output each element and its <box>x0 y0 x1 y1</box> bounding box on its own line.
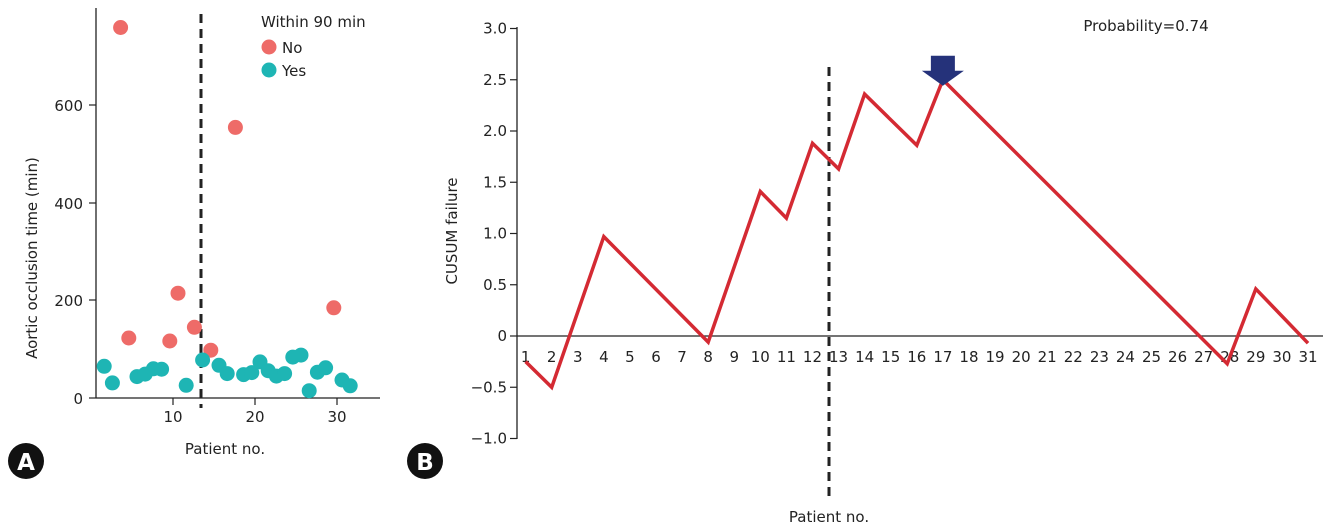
scatter-point-yes <box>277 366 293 382</box>
panel-a-y-tick-label: 400 <box>54 195 83 213</box>
panel-b-x-tick-labels: 1 2 3 4 5 6 7 8 9 10 11 12 13 14 15 16 17 18 19 20 21 22 23 24 2… <box>521 348 1318 366</box>
scatter-point-yes <box>219 366 235 382</box>
panel-b-x-tick-label: 20 <box>1012 348 1031 366</box>
panel-b-x-tick-label: 15 <box>881 348 900 366</box>
panel-a-y-tick-label: 200 <box>54 292 83 310</box>
legend-label-no: No <box>282 39 302 57</box>
panel-b-x-tick-label: 12 <box>803 348 822 366</box>
panel-b-y-tick-label: 1.0 <box>483 225 507 243</box>
scatter-point-yes <box>104 375 120 391</box>
panel-b-x-tick-label: 6 <box>651 348 661 366</box>
scatter-point-yes <box>195 352 211 368</box>
panel-b-y-tick-label: 0 <box>497 327 507 345</box>
panel-b-annotation: Probability=0.74 <box>1083 17 1208 35</box>
panel-a-points <box>96 20 358 399</box>
panel-b-x-tick-label: 22 <box>1064 348 1083 366</box>
panel-b-x-tick-label: 2 <box>547 348 557 366</box>
panel-b-y-tick-label: 0.5 <box>483 276 507 294</box>
panel-b-y-axis-title: CUSUM failure <box>443 177 461 284</box>
panel-b-x-tick-label: 1 <box>521 348 531 366</box>
cusum-series-line <box>524 76 1310 391</box>
panel-b-x-tick-label: 17 <box>933 348 952 366</box>
panel-b-x-tick-label: 29 <box>1246 348 1265 366</box>
scatter-point-no <box>121 330 137 346</box>
scatter-point-yes <box>293 347 309 363</box>
panel-a-x-tick-label: 10 <box>163 408 182 426</box>
panel-b-x-tick-label: 27 <box>1194 348 1213 366</box>
panel-b-x-tick-label: 30 <box>1272 348 1291 366</box>
panel-b-x-tick-label: 13 <box>829 348 848 366</box>
panel-a-x-axis-title: Patient no. <box>185 440 265 458</box>
panel-a-chart: 0 200 400 600 10 20 30 Aortic occlusion … <box>8 8 380 479</box>
scatter-point-yes <box>178 377 194 393</box>
panel-a-y-axis-title: Aortic occlusion time (min) <box>23 157 41 359</box>
legend-marker-yes <box>261 62 277 78</box>
panel-b-x-tick-label: 18 <box>959 348 978 366</box>
panel-b-badge: B <box>407 443 443 479</box>
panel-b-x-tick-label: 23 <box>1090 348 1109 366</box>
panel-a-y-ticks: 0 200 400 600 <box>54 97 96 408</box>
panel-b-x-tick-label: 5 <box>625 348 635 366</box>
panel-b-x-tick-label: 16 <box>907 348 926 366</box>
panel-b-y-tick-label: 2.0 <box>483 122 507 140</box>
panel-b-y-tick-label: −1.0 <box>471 430 507 448</box>
scatter-point-yes <box>342 378 358 394</box>
panel-b-x-tick-label: 24 <box>1116 348 1135 366</box>
panel-a-x-ticks: 10 20 30 <box>163 398 347 426</box>
panel-b-y-tick-label: 3.0 <box>483 20 507 38</box>
panel-b-x-tick-label: 3 <box>573 348 583 366</box>
panel-b-y-tick-label: 2.5 <box>483 71 507 89</box>
panel-b-x-tick-label: 26 <box>1168 348 1187 366</box>
panel-a-x-tick-label: 30 <box>327 408 346 426</box>
panel-b-x-tick-label: 4 <box>599 348 609 366</box>
scatter-point-yes <box>96 358 112 374</box>
panel-a-x-tick-label: 20 <box>245 408 264 426</box>
panel-a-legend: Within 90 min No Yes <box>261 13 366 80</box>
panel-b-x-tick-label: 9 <box>729 348 739 366</box>
scatter-point-no <box>203 342 219 358</box>
legend-label-yes: Yes <box>281 62 306 80</box>
scatter-point-yes <box>244 365 260 381</box>
panel-b-y-ticks: −1.0 −0.5 0 0.5 1.0 1.5 2.0 2.5 3.0 <box>471 20 517 448</box>
scatter-point-no <box>326 300 342 316</box>
panel-b-x-tick-label: 25 <box>1142 348 1161 366</box>
panel-b-x-tick-label: 31 <box>1298 348 1317 366</box>
panel-b-x-tick-label: 7 <box>677 348 687 366</box>
scatter-point-no <box>162 333 178 349</box>
scatter-point-yes <box>154 361 170 377</box>
panel-a-legend-title: Within 90 min <box>261 13 366 31</box>
panel-b-y-tick-label: −0.5 <box>471 378 507 396</box>
panel-b-x-axis-title: Patient no. <box>789 508 869 526</box>
panel-b-x-tick-label: 11 <box>777 348 796 366</box>
panel-b-x-tick-label: 14 <box>855 348 874 366</box>
legend-marker-no <box>261 39 277 55</box>
panel-b-x-tick-label: 10 <box>751 348 770 366</box>
panel-a-y-tick-label: 0 <box>73 390 83 408</box>
signal-arrow-marker <box>921 55 964 86</box>
scatter-point-no <box>170 285 186 301</box>
scatter-point-no <box>186 319 202 335</box>
scatter-point-yes <box>318 360 334 376</box>
panel-a-badge-letter: A <box>17 450 35 476</box>
scatter-point-no <box>227 119 243 135</box>
panel-b-x-tick-label: 19 <box>985 348 1004 366</box>
panel-a-badge-circle <box>8 443 44 479</box>
scatter-point-yes <box>301 383 317 399</box>
panel-b-badge-letter: B <box>416 450 434 476</box>
panel-b-x-tick-label: 8 <box>703 348 713 366</box>
panel-a-badge: A <box>8 443 44 479</box>
panel-b-badge-circle <box>407 443 443 479</box>
panel-b-x-tick-label: 21 <box>1038 348 1057 366</box>
panel-b-chart: −1.0−0.500.51.01.52.02.53.0 1 2 3 4 5 6 7 8 9 10 1… <box>407 17 1323 526</box>
panel-a-y-tick-label: 600 <box>54 97 83 115</box>
panel-b-y-tick-label: 1.5 <box>483 173 507 191</box>
scatter-point-no <box>113 20 129 35</box>
